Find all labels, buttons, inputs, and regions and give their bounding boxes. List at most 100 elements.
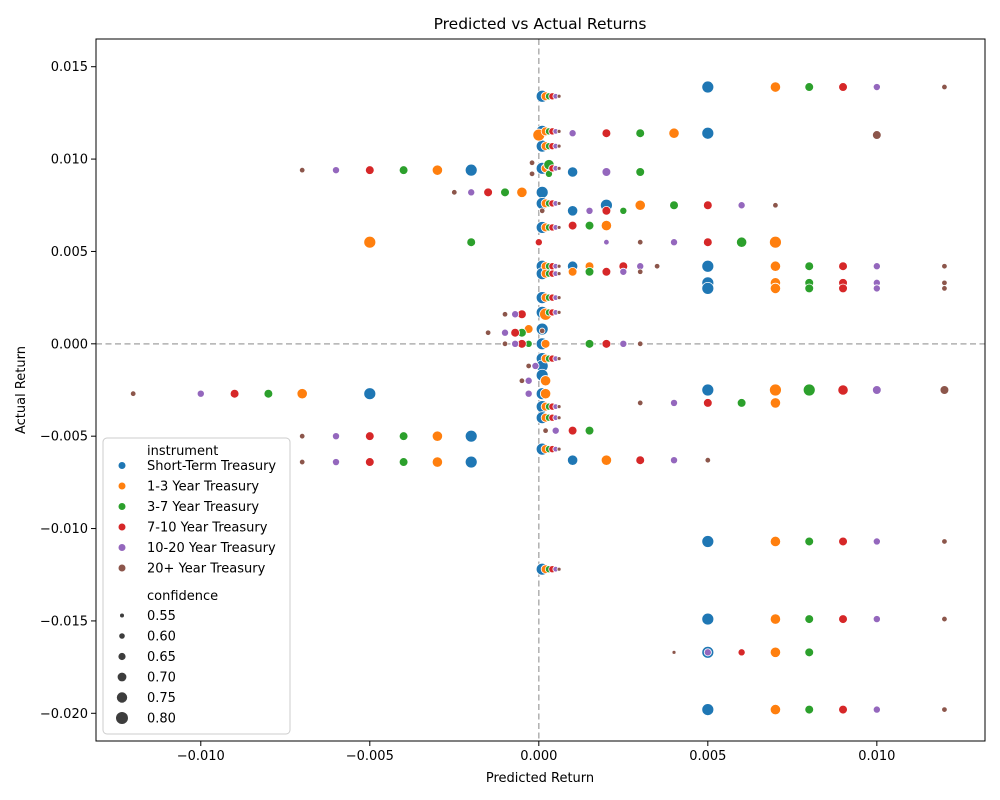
data-point xyxy=(772,202,779,209)
data-point xyxy=(601,266,612,277)
data-point xyxy=(518,377,526,384)
data-point xyxy=(431,430,443,442)
legend-size-marker xyxy=(116,712,128,724)
data-point xyxy=(568,129,577,138)
data-point xyxy=(600,219,613,232)
data-point xyxy=(540,339,551,349)
chart-title: Predicted vs Actual Returns xyxy=(434,15,647,33)
data-points-layer xyxy=(129,80,950,716)
data-point xyxy=(872,83,881,92)
data-point xyxy=(528,170,536,178)
data-point xyxy=(298,166,306,174)
legend-hue-title: instrument xyxy=(147,444,218,459)
data-point xyxy=(769,397,782,409)
data-point xyxy=(637,239,644,246)
data-point xyxy=(701,383,715,397)
data-point xyxy=(516,186,528,198)
legend-size-items: 0.55 0.60 0.65 0.70 0.75 0.80 xyxy=(116,609,176,727)
legend-size-label: 0.80 xyxy=(147,712,176,727)
data-point xyxy=(701,80,715,94)
x-tick-label: −0.010 xyxy=(177,749,225,764)
y-axis-label: Actual Return xyxy=(14,346,29,434)
y-tick-label: 0.000 xyxy=(51,337,88,352)
data-point xyxy=(539,388,552,400)
data-point xyxy=(556,356,562,361)
data-point xyxy=(364,431,375,441)
data-point xyxy=(464,429,478,443)
data-point xyxy=(229,388,240,399)
data-point xyxy=(872,130,882,140)
data-point xyxy=(619,267,628,276)
data-point xyxy=(637,340,644,348)
series-group xyxy=(196,83,882,714)
data-point xyxy=(451,189,458,196)
data-point xyxy=(701,126,715,140)
data-point xyxy=(601,206,612,216)
data-point xyxy=(769,646,782,658)
data-point xyxy=(939,385,950,395)
legend-item-label: Short-Term Treasury xyxy=(147,459,276,474)
data-point xyxy=(331,458,340,467)
legend-size-label: 0.65 xyxy=(147,650,176,665)
legend-marker xyxy=(118,482,126,490)
data-point xyxy=(556,271,562,277)
data-point xyxy=(838,283,848,294)
data-point xyxy=(601,339,612,349)
data-point xyxy=(398,165,409,175)
data-point xyxy=(524,389,533,398)
data-point xyxy=(670,398,679,407)
data-point xyxy=(653,263,661,270)
data-point xyxy=(701,535,715,548)
data-point xyxy=(703,237,713,248)
data-point xyxy=(431,456,443,468)
legend-size-title: confidence xyxy=(147,589,218,604)
y-tick-label: −0.010 xyxy=(40,522,88,537)
y-tick-label: −0.020 xyxy=(40,707,88,722)
data-point xyxy=(556,165,562,171)
data-point xyxy=(534,238,543,247)
x-tick-label: 0.010 xyxy=(858,749,895,764)
data-point xyxy=(483,187,493,198)
y-tick-label: 0.010 xyxy=(51,153,88,168)
legend-size-label: 0.75 xyxy=(147,691,176,706)
data-point xyxy=(941,83,948,91)
legend-item-label: 3-7 Year Treasury xyxy=(147,500,259,515)
data-point xyxy=(670,238,679,247)
data-point xyxy=(398,431,409,441)
data-point xyxy=(525,362,532,370)
y-axis-ticks: −0.020 −0.015 −0.010 −0.005 0.000 0.005 0.010 0… xyxy=(40,60,96,722)
legend-marker xyxy=(118,462,126,469)
data-point xyxy=(363,235,377,249)
plot-frame xyxy=(95,38,986,742)
data-point xyxy=(556,415,562,421)
data-point xyxy=(556,225,562,230)
data-point xyxy=(467,188,476,197)
data-point xyxy=(398,457,409,467)
data-point xyxy=(296,388,308,400)
data-point xyxy=(941,263,948,270)
data-point xyxy=(501,340,509,348)
data-point xyxy=(263,388,274,399)
data-point xyxy=(671,649,677,655)
data-point xyxy=(556,404,562,410)
data-point xyxy=(769,613,782,625)
data-point xyxy=(703,398,713,408)
data-point xyxy=(769,535,782,548)
legend-size-marker xyxy=(117,672,127,682)
data-point xyxy=(838,536,848,547)
data-point xyxy=(556,93,562,99)
data-point xyxy=(551,426,560,435)
legend-hue-items: Short-Term Treasury 1-3 Year Treasury 3-7 … xyxy=(118,459,276,577)
data-point xyxy=(701,703,715,716)
data-point xyxy=(538,327,546,335)
data-point xyxy=(539,375,552,387)
data-point xyxy=(619,206,628,215)
legend-marker xyxy=(118,564,126,572)
data-point xyxy=(567,266,578,277)
legend-size-marker xyxy=(118,652,126,661)
data-point xyxy=(703,648,712,657)
data-point xyxy=(769,282,782,294)
data-point xyxy=(511,310,520,319)
data-point xyxy=(464,455,478,469)
data-point xyxy=(635,128,646,139)
